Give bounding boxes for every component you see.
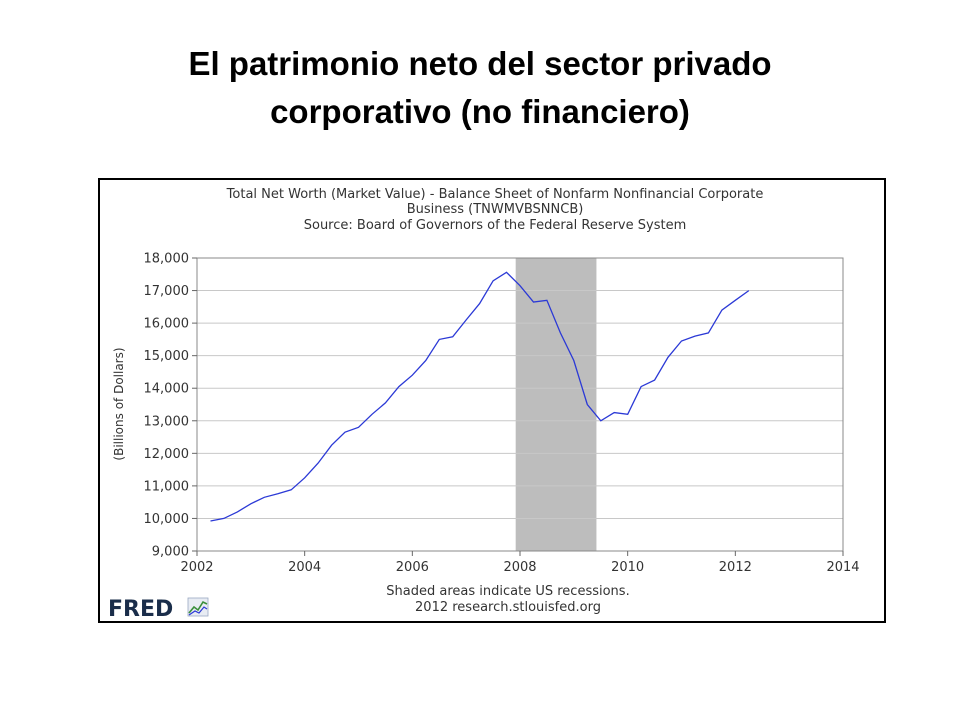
y-tick-labels: 9,000 10,000 11,000 12,000 13,000 14,000 15,00… (144, 252, 197, 560)
y-tick-label: 18,000 (144, 252, 190, 267)
x-tick-labels: 2002 2004 2006 2008 2010 2012 2014 (180, 551, 860, 575)
chart-title-line-3: Source: Board of Governors of the Federa… (304, 218, 687, 233)
x-tick-label: 2006 (396, 560, 429, 575)
y-tick-label: 11,000 (144, 479, 190, 494)
fred-logo-text: FRED (108, 597, 173, 621)
recession-layer (515, 258, 597, 551)
y-tick-label: 16,000 (144, 317, 190, 332)
x-tick-label: 2008 (503, 560, 536, 575)
x-tick-label: 2014 (826, 560, 859, 575)
y-tick-label: 12,000 (144, 447, 190, 462)
series-line-net-worth (210, 271, 750, 522)
y-tick-label: 9,000 (152, 545, 189, 560)
x-tick-label: 2002 (180, 560, 213, 575)
series-layer (210, 271, 750, 522)
fred-logo: FRED (108, 597, 209, 621)
x-tick-label: 2010 (611, 560, 644, 575)
y-tick-label: 10,000 (144, 512, 190, 527)
y-tick-label: 13,000 (144, 414, 190, 429)
chart-frame: Total Net Worth (Market Value) - Balance… (98, 178, 886, 623)
y-axis-label: (Billions of Dollars) (112, 347, 126, 460)
footer-line-1: Shaded areas indicate US recessions. (386, 584, 629, 599)
chart-title-line-1: Total Net Worth (Market Value) - Balance… (226, 187, 764, 202)
footer-line-2: 2012 research.stlouisfed.org (415, 600, 601, 615)
slide-title: El patrimonio neto del sector privado co… (80, 40, 880, 136)
recession-shade (515, 258, 597, 551)
x-tick-label: 2012 (719, 560, 752, 575)
fred-logo-chart-icon (187, 597, 209, 617)
chart-title-line-2: Business (TNWMVBSNNCB) (407, 202, 584, 217)
x-tick-label: 2004 (288, 560, 321, 575)
fred-chart: Total Net Worth (Market Value) - Balance… (108, 187, 860, 621)
slide-title-line-1: El patrimonio neto del sector privado (188, 45, 772, 82)
y-tick-label: 17,000 (144, 284, 190, 299)
slide-title-line-2: corporativo (no financiero) (270, 93, 690, 130)
y-tick-label: 15,000 (144, 349, 190, 364)
y-tick-label: 14,000 (144, 382, 190, 397)
